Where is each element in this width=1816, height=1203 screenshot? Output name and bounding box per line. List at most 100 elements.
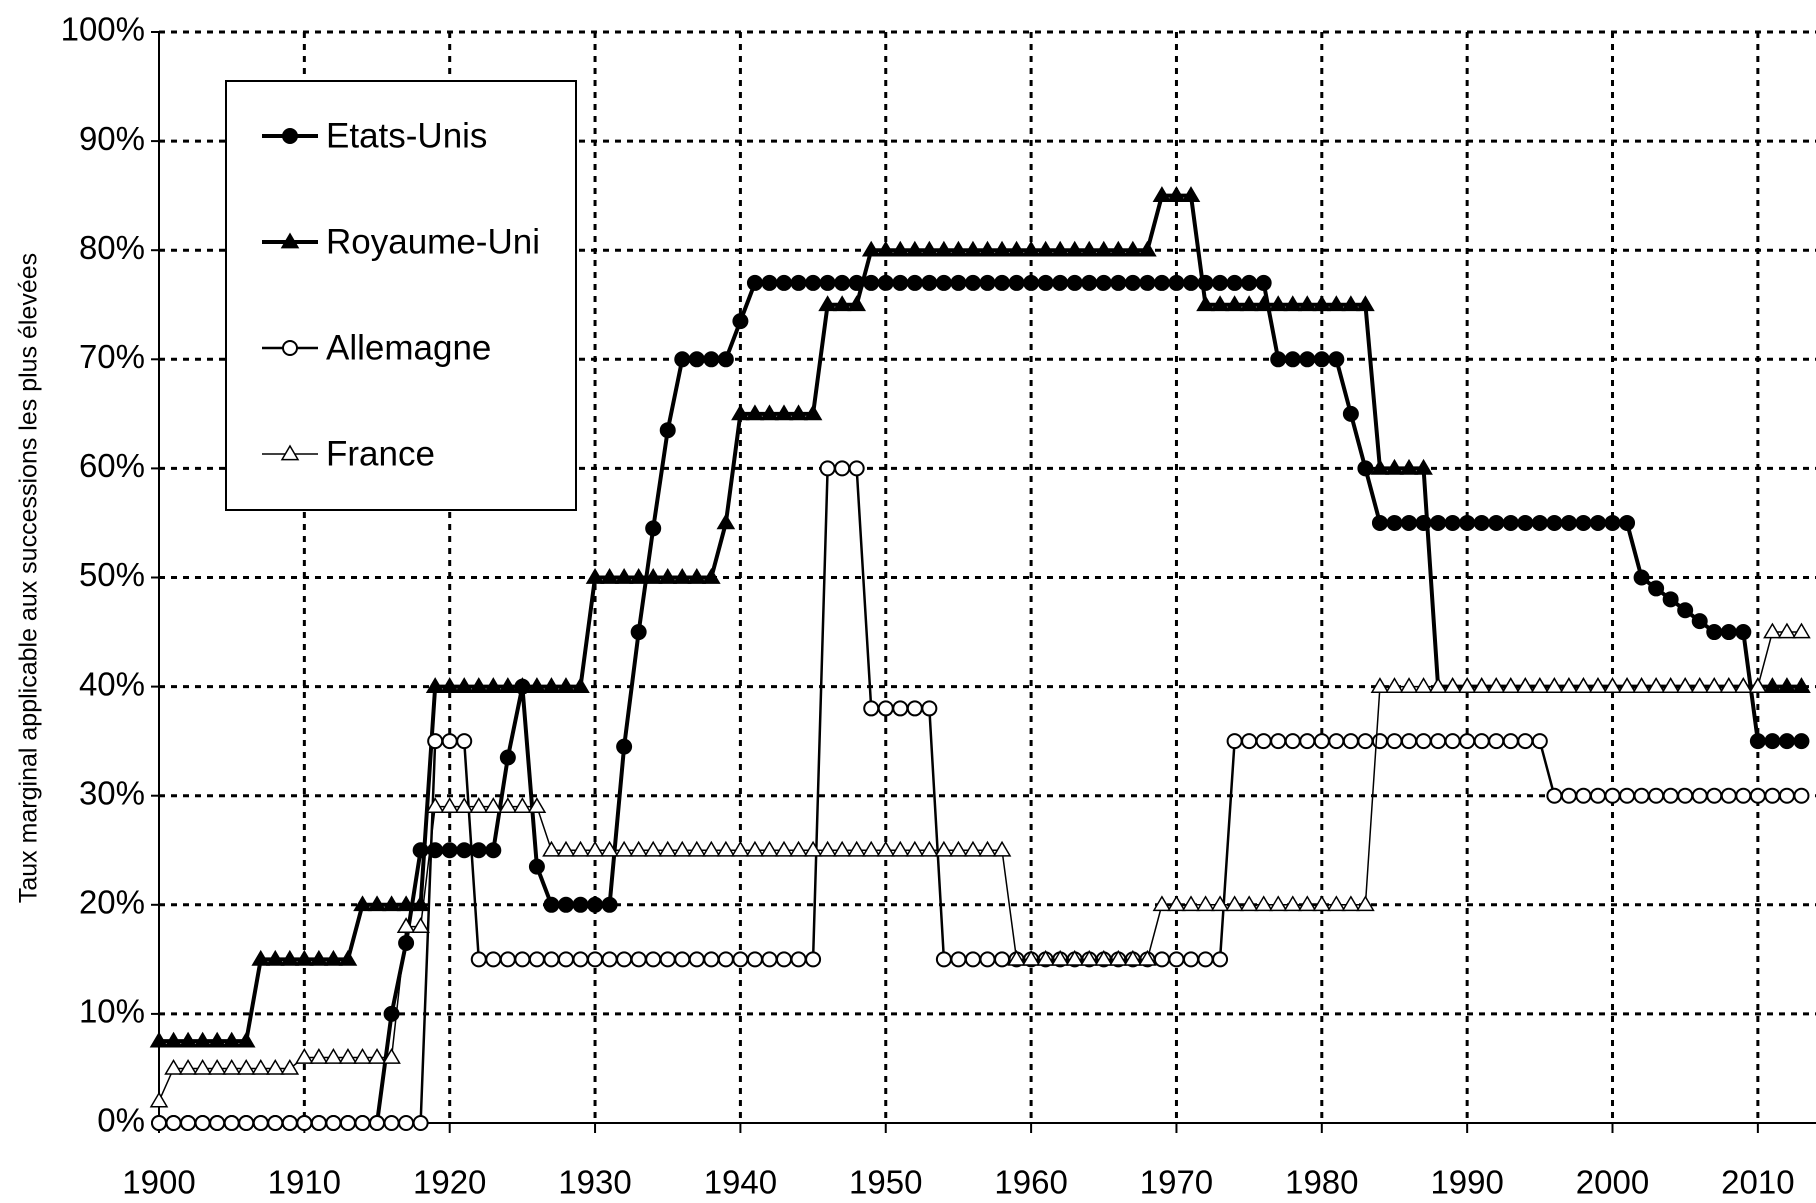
marker (338, 949, 358, 966)
x-tick-label: 1900 (122, 1164, 195, 1201)
marker (1749, 733, 1766, 750)
marker (281, 1115, 298, 1131)
marker (572, 951, 589, 968)
marker (543, 951, 560, 968)
marker (1081, 274, 1098, 291)
marker (310, 1115, 327, 1131)
marker (194, 1115, 211, 1131)
marker (1457, 677, 1477, 693)
marker (1065, 240, 1085, 257)
marker (222, 1058, 241, 1075)
marker (1297, 895, 1317, 912)
marker (440, 677, 460, 693)
marker (934, 840, 954, 857)
x-tick-label: 1950 (849, 1164, 922, 1201)
marker (325, 1115, 342, 1131)
marker (643, 840, 663, 857)
marker (1385, 458, 1404, 475)
marker (1502, 733, 1519, 750)
marker (790, 274, 807, 291)
marker (1123, 949, 1143, 966)
marker (1153, 274, 1170, 291)
marker (1589, 514, 1606, 531)
marker (890, 240, 910, 257)
marker (1342, 733, 1359, 750)
marker (456, 842, 473, 859)
marker (585, 568, 605, 584)
legend-marker (282, 340, 298, 356)
marker (861, 240, 881, 257)
marker (601, 951, 618, 968)
marker (1094, 240, 1114, 257)
marker (688, 951, 705, 968)
marker (1021, 949, 1041, 966)
marker (979, 274, 996, 291)
marker (963, 240, 983, 257)
marker (280, 1058, 300, 1075)
marker (543, 896, 560, 913)
marker (1270, 733, 1287, 750)
marker (847, 840, 866, 857)
y-tick-label: 40% (79, 665, 145, 702)
marker (890, 840, 910, 857)
marker (1181, 895, 1201, 912)
marker (396, 895, 416, 912)
marker (847, 295, 866, 312)
marker (1196, 895, 1215, 912)
marker (1297, 295, 1317, 312)
marker (964, 951, 981, 968)
marker (251, 1058, 271, 1075)
marker (1648, 787, 1665, 804)
marker (470, 842, 487, 859)
marker (1662, 591, 1679, 608)
marker (1763, 677, 1782, 693)
marker (659, 951, 676, 968)
marker (498, 797, 518, 813)
marker (1357, 733, 1374, 750)
marker (1312, 895, 1332, 912)
marker (1604, 787, 1621, 804)
marker (1719, 677, 1739, 693)
marker (731, 404, 750, 421)
marker (1646, 677, 1666, 693)
marker (1414, 458, 1433, 475)
marker (1430, 733, 1447, 750)
marker (1357, 460, 1374, 477)
marker (1284, 351, 1301, 368)
marker (906, 700, 923, 717)
marker (1777, 622, 1797, 639)
marker (1327, 295, 1346, 312)
marker (1255, 733, 1272, 750)
marker (427, 733, 444, 750)
marker (557, 896, 574, 913)
marker (353, 895, 372, 912)
marker (892, 274, 909, 291)
marker (935, 274, 952, 291)
marker (1444, 733, 1461, 750)
marker (658, 568, 678, 584)
marker (1690, 677, 1710, 693)
marker (717, 951, 734, 968)
marker (905, 840, 925, 857)
marker (1574, 677, 1593, 693)
marker (818, 840, 837, 857)
marker (223, 1115, 240, 1131)
marker (587, 951, 604, 968)
x-tick-label: 1940 (704, 1164, 777, 1201)
marker (572, 896, 589, 913)
marker (645, 520, 662, 537)
marker (979, 951, 996, 968)
marker (1239, 895, 1259, 912)
marker (616, 951, 633, 968)
marker (180, 1115, 197, 1131)
marker (1546, 787, 1563, 804)
marker (441, 733, 458, 750)
marker (1575, 787, 1592, 804)
marker (616, 738, 633, 755)
marker (1793, 733, 1810, 750)
marker (1299, 733, 1316, 750)
marker (674, 951, 691, 968)
marker (383, 1115, 400, 1131)
marker (732, 951, 749, 968)
